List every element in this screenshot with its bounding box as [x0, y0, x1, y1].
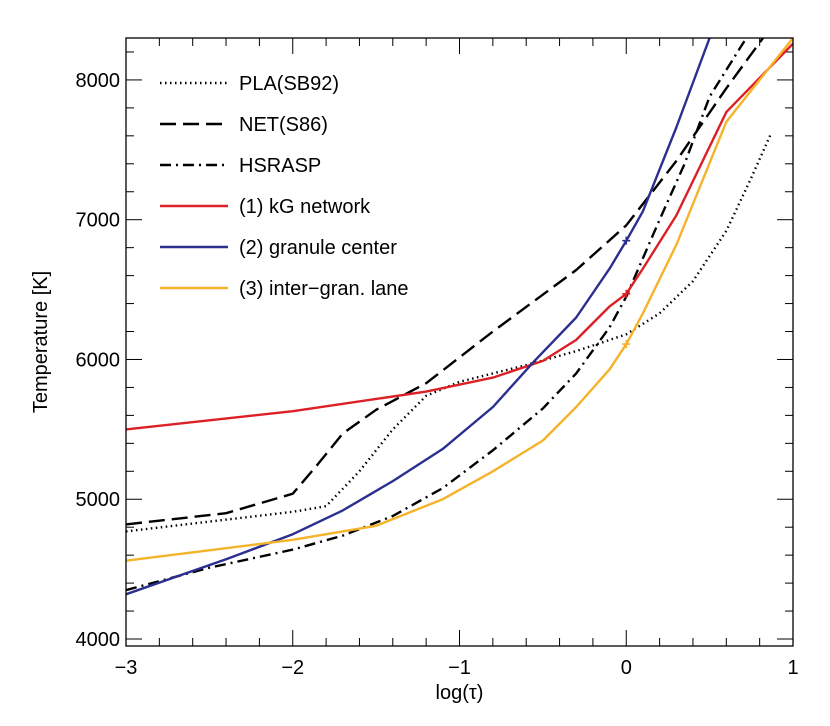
tau-unity-marker: [622, 340, 631, 349]
y-tick-labels: 4000 5000 6000 7000 8000: [76, 70, 121, 651]
x-tick-label: −2: [281, 657, 304, 679]
x-tick-labels: −3 −2 −1 0 1: [115, 657, 799, 679]
series-line-4: [126, 42, 793, 431]
legend-label-1: PLA(SB92): [239, 73, 339, 95]
legend-label-2: NET(S86): [239, 114, 328, 136]
series-line-6: [126, 38, 793, 562]
series-line-5: [126, 38, 711, 596]
series-line-3: [126, 38, 748, 592]
tau-unity-marker: [622, 289, 631, 298]
series-line-2: [126, 38, 764, 526]
y-tick-label: 7000: [76, 210, 121, 232]
y-axis-title: Temperature [K]: [30, 271, 52, 413]
plot-frame: [125, 37, 794, 647]
x-tick-label: −1: [448, 657, 471, 679]
x-tick-label: −3: [115, 657, 138, 679]
legend: PLA(SB92) NET(S86) HSRASP (1) kG network (2)…: [160, 73, 409, 300]
tick-marks: [125, 38, 794, 646]
legend-label-6: (3) inter−gran. lane: [239, 278, 409, 300]
legend-label-5: (2) granule center: [239, 237, 397, 259]
legend-label-3: HSRASP: [239, 155, 321, 177]
y-tick-label: 6000: [76, 349, 121, 371]
y-tick-label: 8000: [76, 70, 121, 92]
clipped-series: [126, 38, 793, 596]
y-tick-label: 4000: [76, 629, 121, 651]
y-tick-label: 5000: [76, 489, 121, 511]
x-tick-label: 0: [621, 657, 632, 679]
x-axis-title: log(τ): [436, 682, 484, 704]
legend-label-4: (1) kG network: [239, 196, 371, 218]
series-line-1: [126, 132, 773, 533]
tau-unity-marker: [622, 236, 631, 245]
x-tick-label: 1: [787, 657, 798, 679]
series-lines: [126, 38, 793, 596]
